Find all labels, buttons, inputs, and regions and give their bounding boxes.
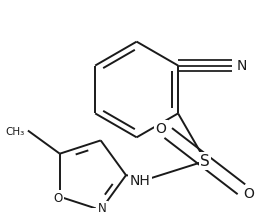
Text: O: O (156, 122, 167, 136)
Text: NH: NH (130, 174, 150, 188)
Text: N: N (236, 58, 247, 73)
Text: S: S (200, 154, 210, 169)
Text: N: N (98, 202, 106, 215)
Text: O: O (243, 187, 254, 200)
Text: O: O (54, 192, 63, 205)
Text: CH₃: CH₃ (6, 127, 25, 137)
